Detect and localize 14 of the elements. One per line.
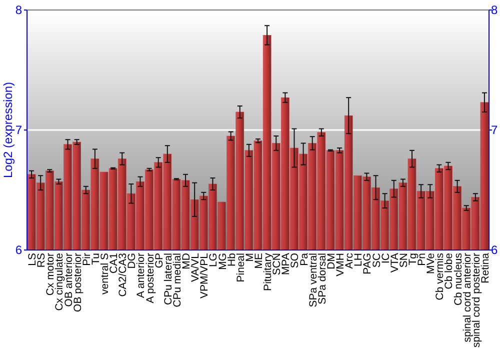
x-tick-label: MVe [425,252,438,274]
y-tick-label: 6 [15,243,22,258]
x-tick-label: Pituitary [262,252,274,291]
y-axis-title: Log2 (expression) [1,82,15,178]
x-tick-label: ventral S [99,253,111,294]
x-tick-label: Tg [407,252,419,266]
y-tick-label: 7 [15,123,22,138]
y2-tick-label: 8 [491,3,498,18]
y2-tick-label: 6 [491,243,498,258]
x-tick-label: ME [253,253,265,269]
y-tick-label: 8 [15,3,22,18]
y2-tick-label: 7 [491,123,498,138]
x-tick-label: RS [36,253,48,268]
x-tick-label: LG [208,253,220,268]
